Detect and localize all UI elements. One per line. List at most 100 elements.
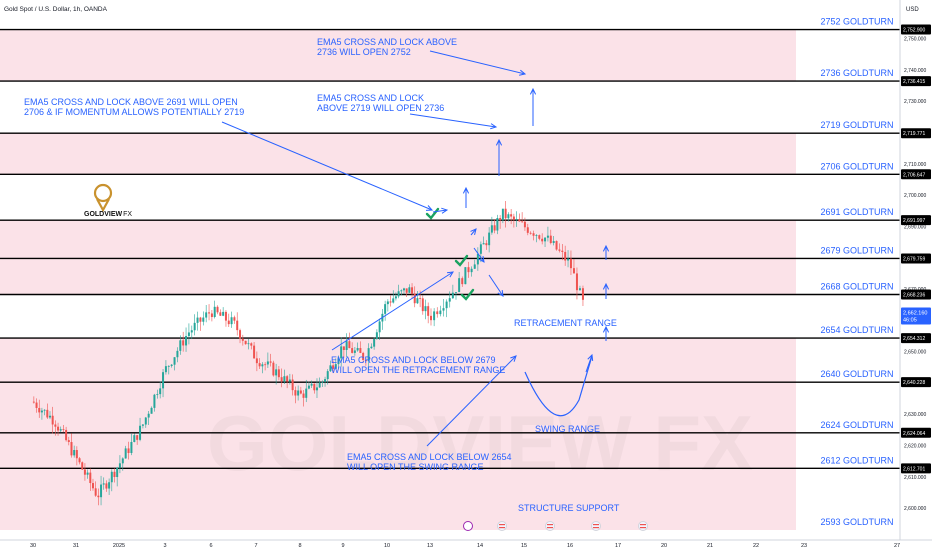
candle-body (40, 410, 43, 413)
annotation-5: RETRACEMENT RANGE (514, 318, 617, 328)
candle-body (430, 315, 432, 321)
annotation-line: 2706 & IF MOMENTUM ALLOWS POTENTIALLY 27… (24, 107, 244, 117)
candle-body (394, 296, 397, 299)
price-tag-text-1: 2,736.415 (903, 79, 925, 85)
callout-arrow-2752 (429, 50, 526, 75)
candle-body (219, 312, 222, 316)
candle-body (572, 268, 575, 274)
candle-body (118, 463, 121, 468)
candle-body (127, 448, 130, 454)
candle-body (518, 219, 521, 222)
candle-body (182, 340, 185, 346)
price-tag-text-3: 2,706.647 (903, 172, 925, 178)
candle-body (153, 394, 156, 408)
countdown-text: 46:05 (903, 318, 917, 324)
candle-body (496, 218, 499, 231)
candle-body (67, 440, 70, 443)
candle-body (313, 383, 316, 391)
flag-stripe (499, 527, 505, 529)
flag-stripe (640, 527, 646, 529)
price-tag-text-7: 2,654.312 (903, 336, 925, 342)
candle-body (299, 390, 302, 394)
candle-body (526, 227, 529, 233)
candle-body (255, 358, 258, 364)
callout-arrow-2752-head-icon (519, 69, 527, 76)
candle-body (277, 369, 280, 378)
last-price-tag (901, 307, 931, 325)
candle-body (102, 483, 105, 485)
candle-body (162, 372, 165, 389)
candle-body (581, 288, 584, 300)
path-arrow-down-2 (488, 274, 504, 297)
candle-body (397, 291, 400, 297)
candle-body (384, 304, 387, 314)
lightning-icon[interactable] (463, 521, 473, 531)
price-tag-8 (901, 377, 931, 388)
annotation-line: ABOVE 2719 WILL OPEN 2736 (317, 103, 444, 113)
x-tick-9: 13 (427, 543, 433, 549)
x-tick-0: 30 (30, 543, 36, 549)
y-tick-2: 2,730.000 (904, 99, 926, 105)
candle-body (65, 429, 68, 441)
path-arrow-up-4-head-icon (470, 228, 477, 235)
candle-body (345, 341, 348, 350)
path-arrow-up-2-head-icon (495, 138, 503, 146)
level-label-3: 2706 GOLDTURN (820, 161, 893, 171)
candle-body (213, 306, 216, 318)
candle-body (567, 258, 570, 261)
candle-body (253, 345, 256, 359)
candle-body (241, 338, 244, 341)
candle-body (535, 235, 538, 236)
candle-body (445, 301, 448, 309)
candle-body (359, 348, 362, 353)
candle-body (340, 346, 343, 359)
brand-name: GOLDVIEWFX (84, 211, 132, 218)
candle-body (421, 298, 424, 312)
x-tick-6: 8 (298, 543, 301, 549)
path-arrow-up-1-head-icon (529, 87, 537, 95)
annotation-line: STRUCTURE SUPPORT (518, 503, 620, 513)
candle-body (324, 379, 327, 382)
candle-body (321, 381, 324, 383)
candle-body (124, 448, 127, 459)
candle-body (326, 371, 329, 380)
price-tag-6 (901, 289, 931, 300)
checkmark-icon (460, 288, 475, 301)
candle-body (476, 253, 479, 265)
annotation-line: RETRACEMENT RANGE (514, 318, 617, 328)
annotation-2: EMA5 CROSS AND LOCK ABOVE 2691 WILL OPEN… (24, 97, 244, 117)
y-tick-0: 2,750.000 (904, 37, 926, 43)
path-arrow-up-7-head-icon (602, 325, 610, 333)
candle-body (130, 441, 133, 454)
candle-body (210, 313, 213, 318)
us-flag-icon[interactable] (545, 521, 555, 531)
candle-body (392, 298, 395, 303)
candle-body (507, 214, 510, 219)
watermark: GOLDVIEW FX (207, 399, 753, 487)
candle-body (455, 292, 457, 293)
candle-body (479, 244, 482, 254)
candle-body (173, 357, 176, 365)
currency-label: USD (906, 7, 919, 13)
price-tag-3 (901, 169, 931, 180)
callout-arrow-swing (426, 355, 517, 447)
candle-body (442, 308, 445, 311)
candle-body (286, 376, 289, 382)
candle-body (334, 364, 337, 369)
us-flag-icon[interactable] (497, 521, 507, 531)
level-label-1: 2736 GOLDTURN (820, 68, 893, 78)
us-flag-icon[interactable] (591, 521, 601, 531)
candle-body (521, 221, 524, 223)
candle-body (147, 413, 150, 418)
us-flag-icon[interactable] (638, 521, 648, 531)
candle-body (482, 243, 485, 245)
candle-body (504, 208, 507, 219)
y-tick-13: 2,620.000 (904, 443, 926, 449)
candle-body (139, 425, 142, 440)
y-tick-10: 2,650.000 (904, 350, 926, 356)
candle-body (448, 298, 451, 302)
candle-body (91, 483, 94, 489)
brand-logo: GOLDVIEWFX (84, 183, 132, 218)
candle-body (342, 346, 345, 350)
